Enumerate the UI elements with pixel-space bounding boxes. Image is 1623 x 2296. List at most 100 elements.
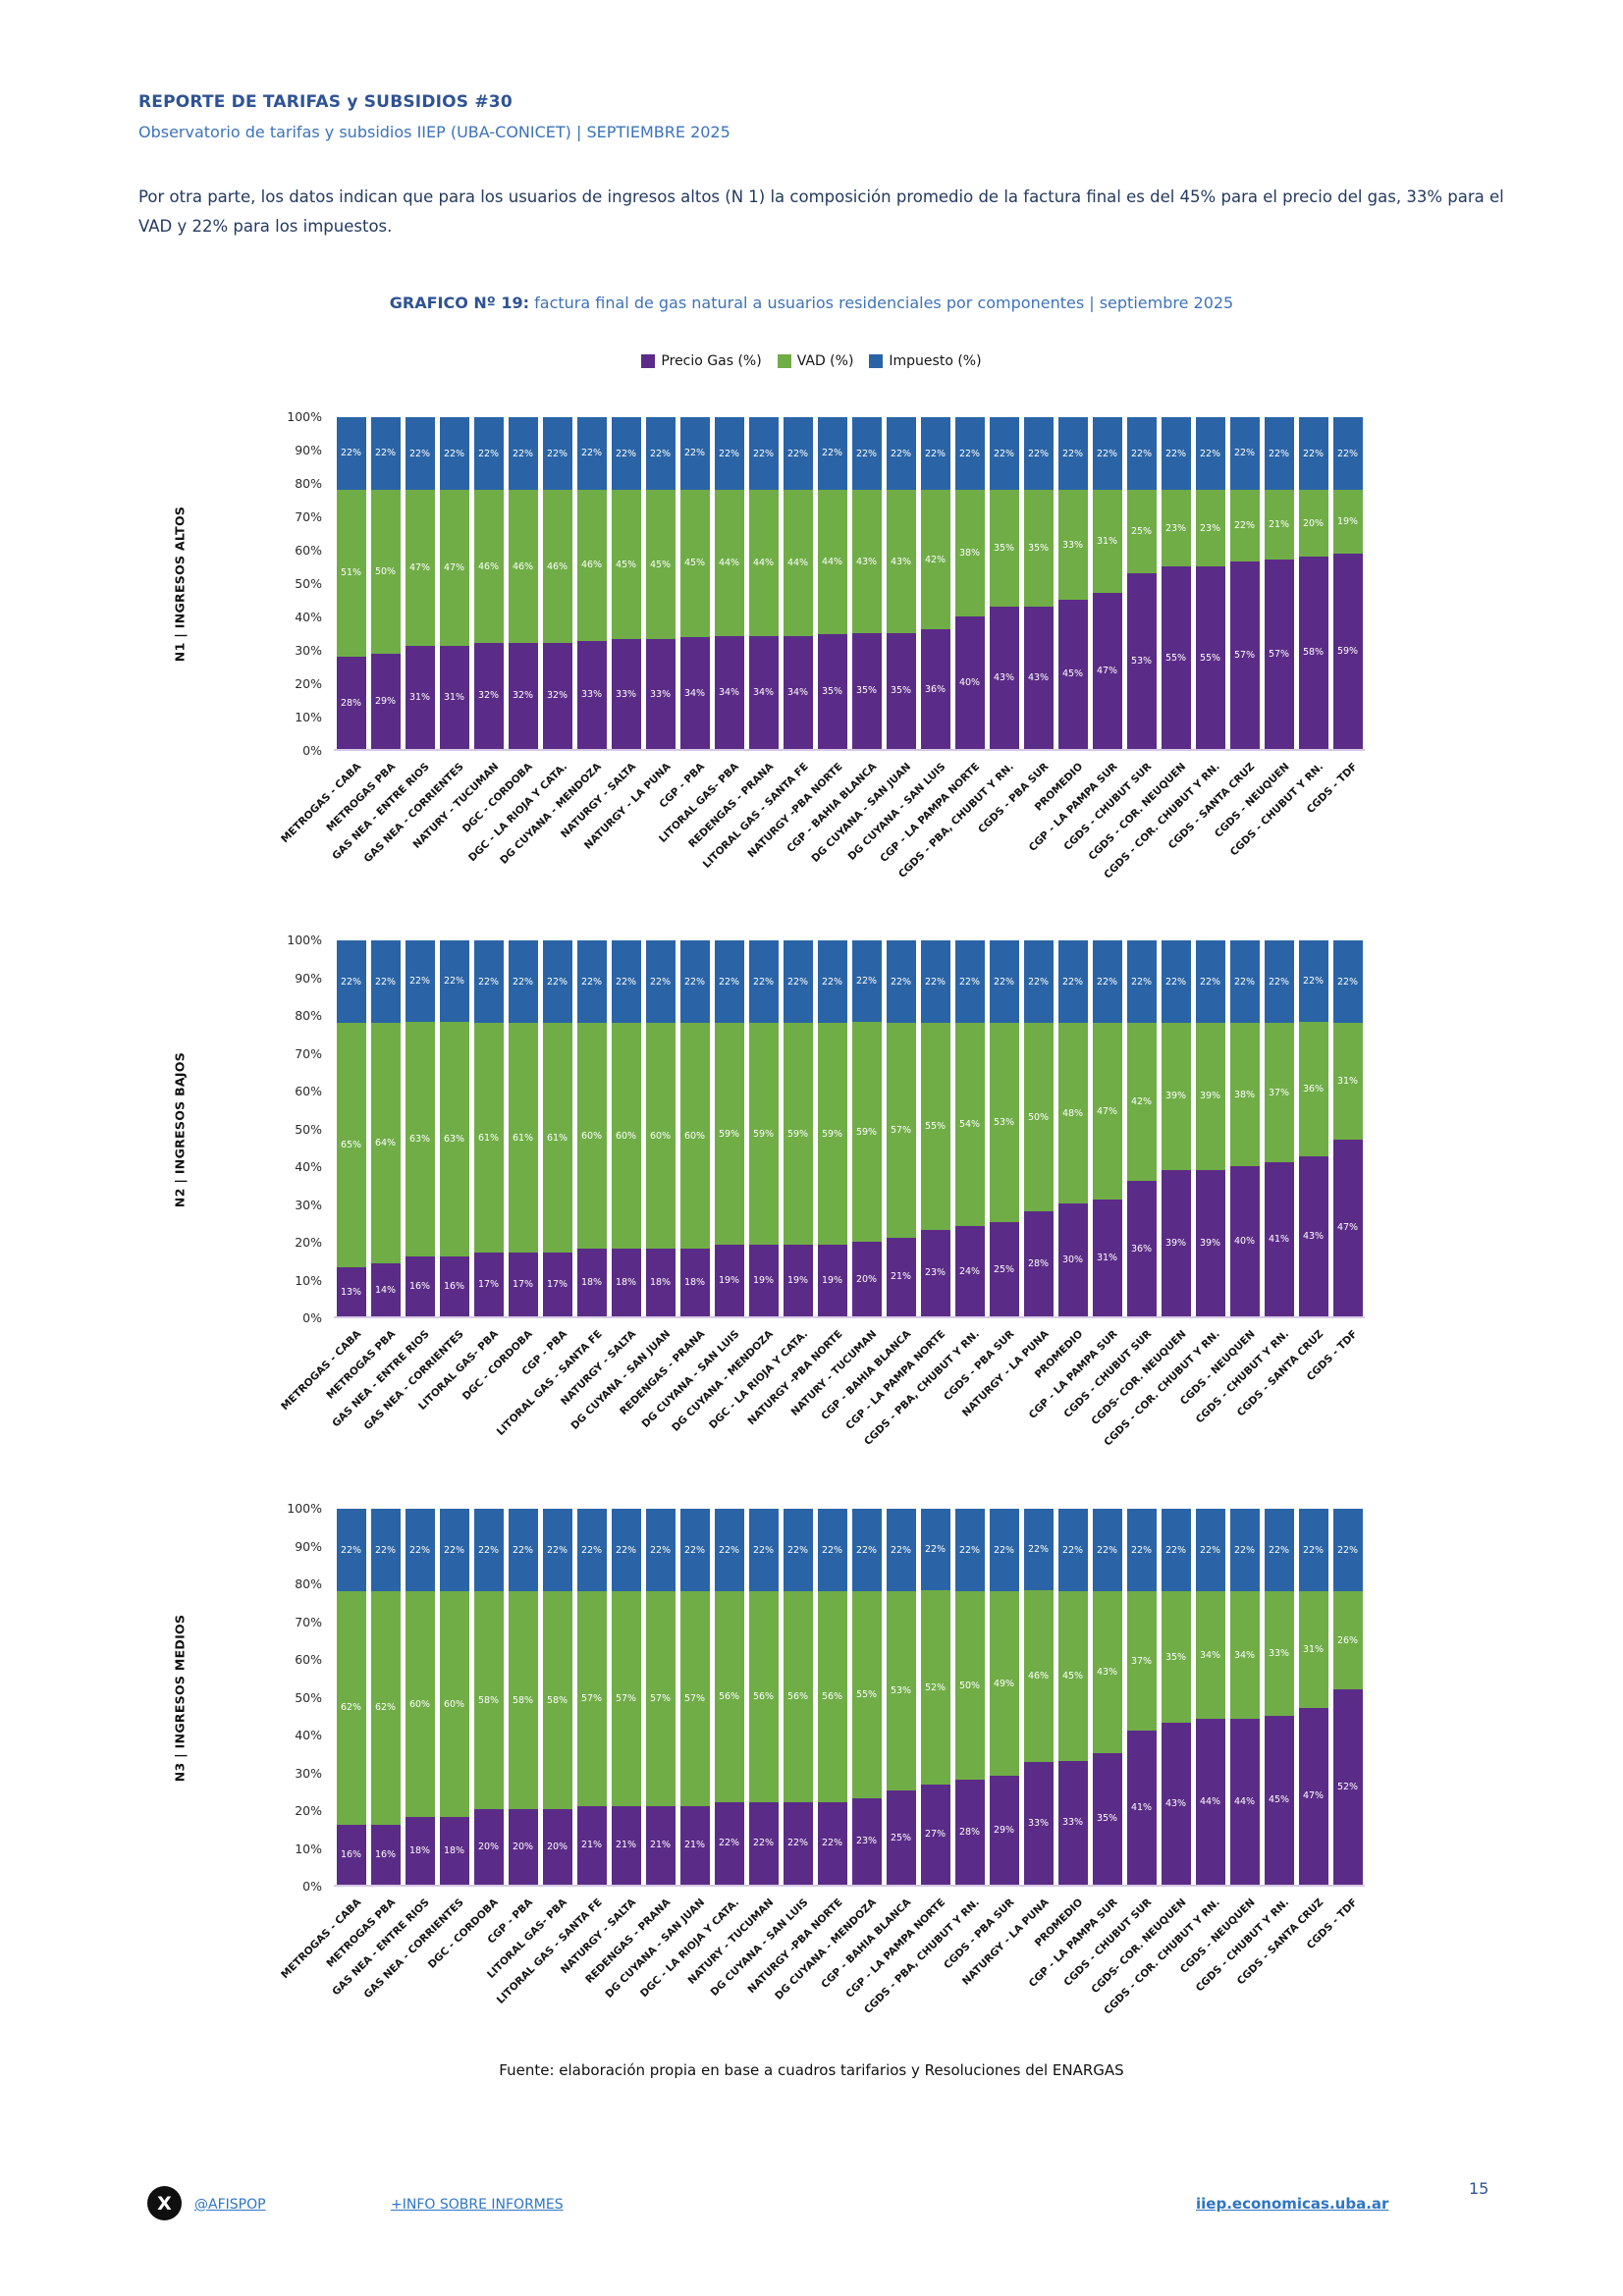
bar-value-label: 22% — [408, 976, 431, 988]
bar-value-label: 50% — [958, 1680, 981, 1691]
bar-segment-vad: 49% — [989, 1591, 1019, 1776]
bar-segment-precio-gas: 53% — [1126, 572, 1157, 749]
bar-value-label: 61% — [546, 1132, 568, 1144]
bar-value-label: 33% — [580, 689, 603, 701]
bar-segment-vad: 57% — [576, 1591, 607, 1806]
bar-segment-vad: 46% — [576, 489, 607, 641]
legend-item-vad: VAD (%) — [777, 353, 853, 369]
bar-segment-vad: 23% — [1195, 490, 1225, 567]
stacked-bar: 22% 47% 31% — [1092, 940, 1122, 1316]
bar-value-label: 22% — [546, 448, 568, 459]
bar-segment-precio-gas: 22% — [817, 1801, 847, 1885]
bar-value-label: 22% — [1096, 976, 1118, 988]
stacked-bar: 22% 52% 27% — [920, 1509, 950, 1885]
bar-segment-vad: 43% — [851, 490, 882, 633]
bar-value-label: 22% — [580, 976, 603, 988]
bar-segment-vad: 54% — [954, 1023, 985, 1227]
bar-segment-impuesto: 22% — [473, 417, 504, 491]
bar-segment-precio-gas: 57% — [1229, 561, 1260, 749]
bar-segment-precio-gas: 32% — [508, 642, 538, 749]
bar-segment-impuesto: 22% — [1161, 940, 1191, 1024]
info-reports-link[interactable]: +INFO SOBRE INFORMES — [391, 2197, 564, 2213]
bar-segment-vad: 46% — [508, 490, 538, 643]
bar-segment-precio-gas: 39% — [1161, 1169, 1191, 1316]
bar-value-label: 59% — [786, 1128, 809, 1140]
x-handle-link[interactable]: @AFISPOP — [194, 2197, 266, 2213]
bar-segment-precio-gas: 25% — [989, 1222, 1019, 1316]
bar-value-label: 44% — [1233, 1796, 1256, 1808]
stacked-bar: 22% 56% 22% — [817, 1509, 847, 1885]
bar-value-label: 14% — [374, 1284, 397, 1296]
bar-value-label: 54% — [958, 1119, 981, 1131]
bar-segment-vad: 46% — [473, 490, 504, 643]
bar-value-label: 45% — [1268, 1794, 1290, 1806]
bar-segment-precio-gas: 39% — [1195, 1169, 1225, 1316]
stacked-bar: 22% 60% 18% — [576, 940, 607, 1316]
stacked-bar: 22% 50% 28% — [1023, 940, 1054, 1316]
bar-value-label: 58% — [1302, 647, 1325, 659]
bar-segment-vad: 50% — [1023, 1023, 1054, 1211]
bar-segment-impuesto: 22% — [1264, 940, 1294, 1024]
bar-segment-vad: 21% — [1264, 490, 1294, 561]
stacked-bar: 22% 42% 36% — [1126, 940, 1157, 1316]
x-logo-glyph: X — [157, 2192, 172, 2215]
stacked-bar: 22% 35% 43% — [1161, 1509, 1191, 1885]
bar-value-label: 60% — [408, 1698, 431, 1710]
bar-value-label: 31% — [1336, 1076, 1359, 1088]
bar-segment-precio-gas: 20% — [473, 1809, 504, 1885]
bar-segment-precio-gas: 32% — [542, 642, 572, 749]
bar-value-label: 62% — [374, 1702, 397, 1714]
stacked-bar: 22% 34% 44% — [1229, 1509, 1260, 1885]
stacked-bar: 22% 55% 23% — [851, 1509, 882, 1885]
bar-segment-precio-gas: 47% — [1332, 1139, 1363, 1316]
bar-value-label: 47% — [1096, 1105, 1118, 1117]
bar-value-label: 59% — [752, 1128, 775, 1140]
plot-wrap: 22% 62% 16% 22% 62% 16% 22% 60% 18% 22% 60% 18% 22% 5… — [279, 1509, 1365, 2056]
bar-segment-vad: 60% — [576, 1023, 607, 1250]
bar-segment-vad: 57% — [886, 1023, 916, 1238]
bar-segment-precio-gas: 34% — [679, 637, 710, 749]
bar-value-label: 57% — [615, 1692, 637, 1704]
bar-value-label: 60% — [649, 1130, 672, 1142]
bar-value-label: 44% — [1199, 1796, 1221, 1808]
bar-value-label: 22% — [683, 1544, 706, 1556]
bar-value-label: 43% — [855, 556, 878, 567]
bar-value-label: 22% — [1164, 976, 1187, 988]
bar-value-label: 22% — [1164, 1544, 1187, 1556]
legend-label: Impuesto (%) — [889, 353, 982, 369]
website-link[interactable]: iiep.economicas.uba.ar — [1196, 2195, 1389, 2213]
bar-segment-precio-gas: 16% — [439, 1256, 469, 1316]
bar-value-label: 22% — [615, 1544, 637, 1556]
bar-segment-precio-gas: 52% — [1332, 1688, 1363, 1885]
x-logo-icon: X — [147, 2186, 182, 2220]
bar-value-label: 65% — [340, 1140, 362, 1151]
bar-segment-vad: 25% — [1126, 490, 1157, 573]
bar-value-label: 22% — [374, 448, 397, 459]
bar-value-label: 61% — [477, 1132, 500, 1144]
bar-segment-vad: 59% — [714, 1023, 744, 1246]
bar-value-label: 49% — [993, 1678, 1015, 1689]
bar-value-label: 46% — [580, 560, 603, 571]
bar-value-label: 22% — [890, 1544, 912, 1556]
bar-value-label: 44% — [718, 558, 740, 569]
bar-value-label: 22% — [408, 1544, 431, 1556]
bar-value-label: 36% — [924, 683, 947, 695]
bar-segment-impuesto: 22% — [405, 1509, 435, 1592]
bar-value-label: 63% — [443, 1134, 465, 1146]
bar-segment-impuesto: 22% — [989, 417, 1019, 491]
bar-segment-impuesto: 22% — [886, 417, 916, 491]
bar-value-label: 60% — [443, 1698, 465, 1710]
bar-value-label: 22% — [993, 448, 1015, 459]
bar-segment-vad: 47% — [405, 490, 435, 647]
bar-value-label: 18% — [580, 1277, 603, 1289]
bar-value-label: 41% — [1130, 1801, 1153, 1813]
bar-value-label: 22% — [924, 448, 947, 459]
bar-value-label: 55% — [924, 1121, 947, 1133]
bar-segment-impuesto: 22% — [508, 1509, 538, 1592]
bar-value-label: 50% — [1027, 1111, 1050, 1123]
bar-segment-impuesto: 22% — [1332, 940, 1363, 1024]
bar-segment-vad: 51% — [336, 489, 366, 658]
bar-segment-precio-gas: 43% — [989, 606, 1019, 749]
bar-segment-impuesto: 22% — [679, 1509, 710, 1592]
bar-value-label: 22% — [443, 1544, 465, 1556]
